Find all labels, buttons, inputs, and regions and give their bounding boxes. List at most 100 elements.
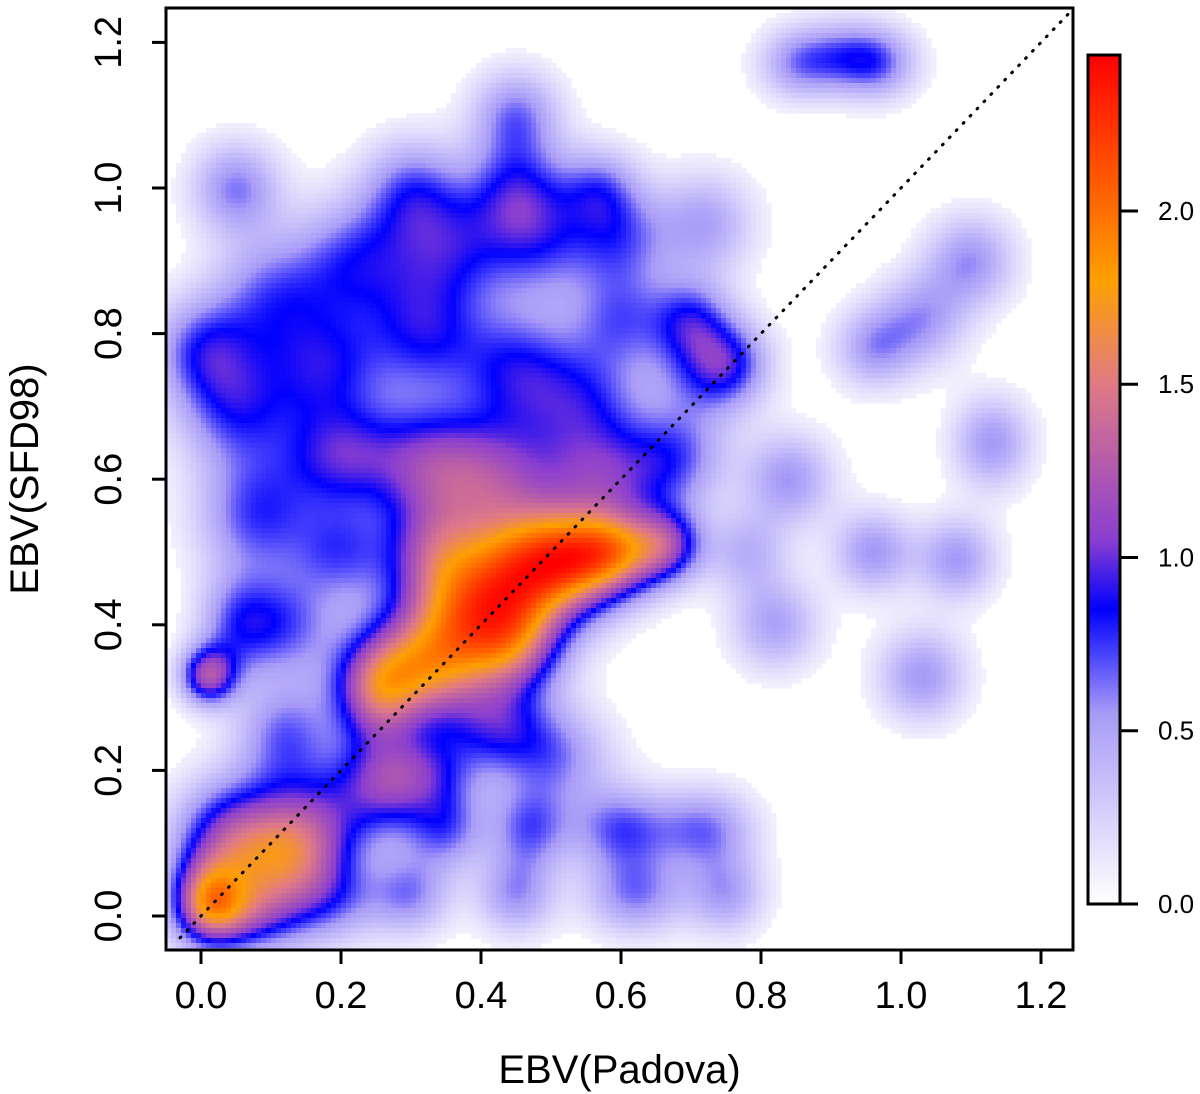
heatmap-cell xyxy=(891,58,897,64)
heatmap-cell xyxy=(796,58,802,64)
heatmap-cell xyxy=(636,283,642,289)
heatmap-cell xyxy=(471,278,477,284)
heatmap-cell xyxy=(346,158,352,164)
heatmap-cell xyxy=(841,68,847,74)
heatmap-cell xyxy=(541,163,547,169)
heatmap-cell xyxy=(476,163,482,169)
heatmap-cell xyxy=(351,203,357,209)
heatmap-cell xyxy=(276,208,282,214)
heatmap-cell xyxy=(301,168,307,174)
heatmap-cell xyxy=(921,238,927,244)
heatmap-cell xyxy=(601,193,607,199)
heatmap-cell xyxy=(1026,263,1032,269)
heatmap-cell xyxy=(351,188,357,194)
heatmap-cell xyxy=(496,273,502,279)
heatmap-cell xyxy=(226,158,232,164)
heatmap-cell xyxy=(591,128,597,134)
heatmap-cell xyxy=(801,38,807,44)
heatmap-cell xyxy=(701,228,707,234)
heatmap-cell xyxy=(556,158,562,164)
heatmap-cell xyxy=(926,78,932,84)
heatmap-cell xyxy=(686,258,692,264)
heatmap-cell xyxy=(351,208,357,214)
heatmap-cell xyxy=(826,13,832,19)
heatmap-cell xyxy=(541,93,547,99)
heatmap-cell xyxy=(771,83,777,89)
heatmap-cell xyxy=(191,173,197,179)
heatmap-cell xyxy=(356,248,362,254)
heatmap-cell xyxy=(226,238,232,244)
heatmap-cell xyxy=(721,243,727,249)
heatmap-cell xyxy=(551,223,557,229)
heatmap-cell xyxy=(1026,248,1032,254)
heatmap-cell xyxy=(816,48,822,54)
heatmap-cell xyxy=(826,98,832,104)
heatmap-cell xyxy=(706,168,712,174)
heatmap-cell xyxy=(506,128,512,134)
heatmap-cell xyxy=(456,228,462,234)
heatmap-cell xyxy=(471,268,477,274)
heatmap-cell xyxy=(301,178,307,184)
heatmap-cell xyxy=(831,28,837,34)
heatmap-cell xyxy=(776,23,782,29)
heatmap-cell xyxy=(531,63,537,69)
heatmap-cell xyxy=(191,238,197,244)
heatmap-cell xyxy=(446,123,452,129)
heatmap-cell xyxy=(986,258,992,264)
heatmap-cell xyxy=(336,283,342,289)
heatmap-cell xyxy=(201,138,207,144)
heatmap-cell xyxy=(361,148,367,154)
heatmap-cell xyxy=(811,108,817,114)
heatmap-cell xyxy=(956,208,962,214)
heatmap-cell xyxy=(316,283,322,289)
heatmap-cell xyxy=(226,148,232,154)
heatmap-cell xyxy=(481,198,487,204)
heatmap-cell xyxy=(1011,268,1017,274)
heatmap-cell xyxy=(601,183,607,189)
heatmap-cell xyxy=(826,63,832,69)
heatmap-cell xyxy=(501,278,507,284)
heatmap-cell xyxy=(491,238,497,244)
heatmap-cell xyxy=(481,183,487,189)
heatmap-cell xyxy=(231,203,237,209)
heatmap-cell xyxy=(206,138,212,144)
heatmap-cell xyxy=(416,278,422,284)
heatmap-cell xyxy=(636,193,642,199)
heatmap-cell xyxy=(451,243,457,249)
heatmap-cell xyxy=(826,48,832,54)
heatmap-cell xyxy=(381,243,387,249)
heatmap-cell xyxy=(191,258,197,264)
heatmap-cell xyxy=(641,148,647,154)
heatmap-cell xyxy=(1021,273,1027,279)
heatmap-cell xyxy=(286,208,292,214)
heatmap-cell xyxy=(446,248,452,254)
heatmap-cell xyxy=(261,258,267,264)
heatmap-cell xyxy=(956,238,962,244)
heatmap-cell xyxy=(411,213,417,219)
heatmap-cell xyxy=(361,188,367,194)
heatmap-cell xyxy=(1001,278,1007,284)
heatmap-cell xyxy=(456,108,462,114)
heatmap-cell xyxy=(391,208,397,214)
heatmap-cell xyxy=(301,278,307,284)
heatmap-cell xyxy=(286,173,292,179)
heatmap-cell xyxy=(461,138,467,144)
heatmap-cell xyxy=(371,178,377,184)
heatmap-cell xyxy=(316,263,322,269)
heatmap-cell xyxy=(281,143,287,149)
heatmap-cell xyxy=(706,278,712,284)
heatmap-cell xyxy=(526,128,532,134)
heatmap-cell xyxy=(531,263,537,269)
heatmap-cell xyxy=(601,163,607,169)
heatmap-cell xyxy=(741,63,747,69)
heatmap-cell xyxy=(831,103,837,109)
heatmap-cell xyxy=(601,253,607,259)
heatmap-cell xyxy=(501,173,507,179)
heatmap-cell xyxy=(466,173,472,179)
heatmap-cell xyxy=(511,88,517,94)
heatmap-cell xyxy=(261,128,267,134)
heatmap-cell xyxy=(291,283,297,289)
heatmap-cell xyxy=(911,63,917,69)
heatmap-cell xyxy=(211,283,217,289)
heatmap-cell xyxy=(216,218,222,224)
